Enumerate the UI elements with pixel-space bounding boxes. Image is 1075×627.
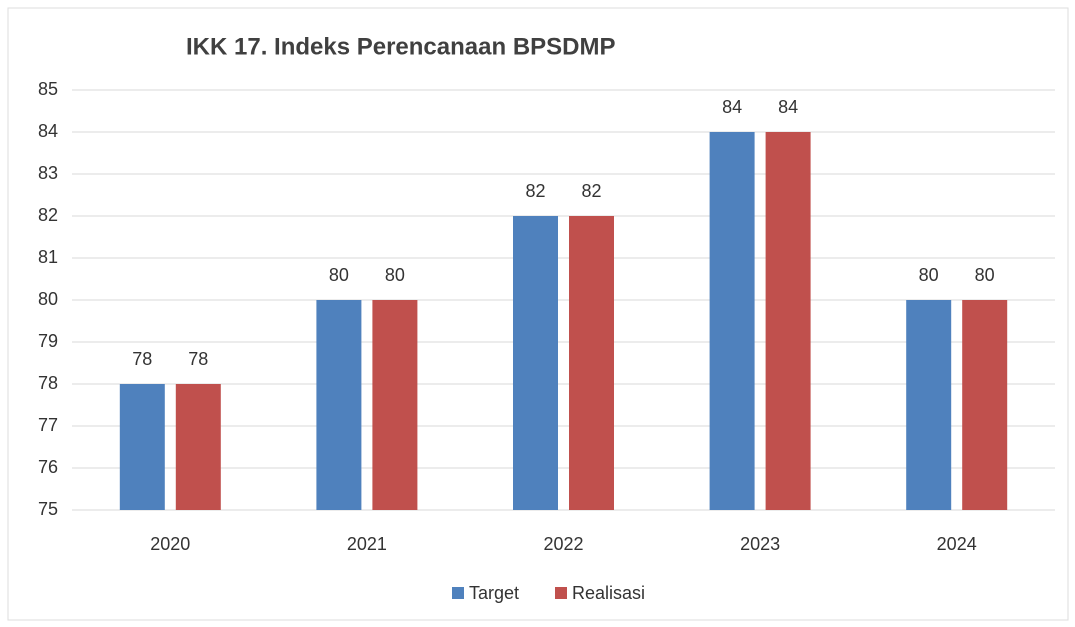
- data-label: 80: [385, 265, 405, 285]
- bar: [316, 300, 362, 510]
- legend-label: Realisasi: [572, 583, 645, 603]
- x-tick-label: 2021: [347, 534, 387, 554]
- y-tick-label: 83: [38, 163, 58, 183]
- y-tick-label: 75: [38, 499, 58, 519]
- data-label: 82: [525, 181, 545, 201]
- bar: [765, 132, 811, 510]
- y-tick-label: 80: [38, 289, 58, 309]
- y-tick-label: 78: [38, 373, 58, 393]
- y-tick-label: 76: [38, 457, 58, 477]
- data-label: 80: [919, 265, 939, 285]
- bar: [372, 300, 418, 510]
- y-tick-label: 77: [38, 415, 58, 435]
- y-tick-label: 85: [38, 79, 58, 99]
- data-label: 80: [329, 265, 349, 285]
- y-tick-label: 84: [38, 121, 58, 141]
- bar: [513, 216, 558, 510]
- data-label: 80: [975, 265, 995, 285]
- bar: [906, 300, 952, 510]
- legend-label: Target: [469, 583, 519, 603]
- legend-swatch: [555, 587, 567, 599]
- x-tick-label: 2020: [150, 534, 190, 554]
- bar: [962, 300, 1008, 510]
- y-tick-label: 81: [38, 247, 58, 267]
- y-tick-label: 79: [38, 331, 58, 351]
- data-label: 82: [581, 181, 601, 201]
- x-tick-label: 2023: [740, 534, 780, 554]
- bar: [709, 132, 755, 510]
- chart-title: IKK 17. Indeks Perencanaan BPSDMP: [186, 33, 616, 60]
- bar: [175, 384, 221, 510]
- data-label: 84: [722, 97, 742, 117]
- legend-swatch: [452, 587, 464, 599]
- y-tick-label: 82: [38, 205, 58, 225]
- x-tick-label: 2022: [543, 534, 583, 554]
- data-label: 84: [778, 97, 798, 117]
- bar: [569, 216, 614, 510]
- x-tick-label: 2024: [937, 534, 977, 554]
- data-label: 78: [132, 349, 152, 369]
- data-label: 78: [188, 349, 208, 369]
- bar: [119, 384, 165, 510]
